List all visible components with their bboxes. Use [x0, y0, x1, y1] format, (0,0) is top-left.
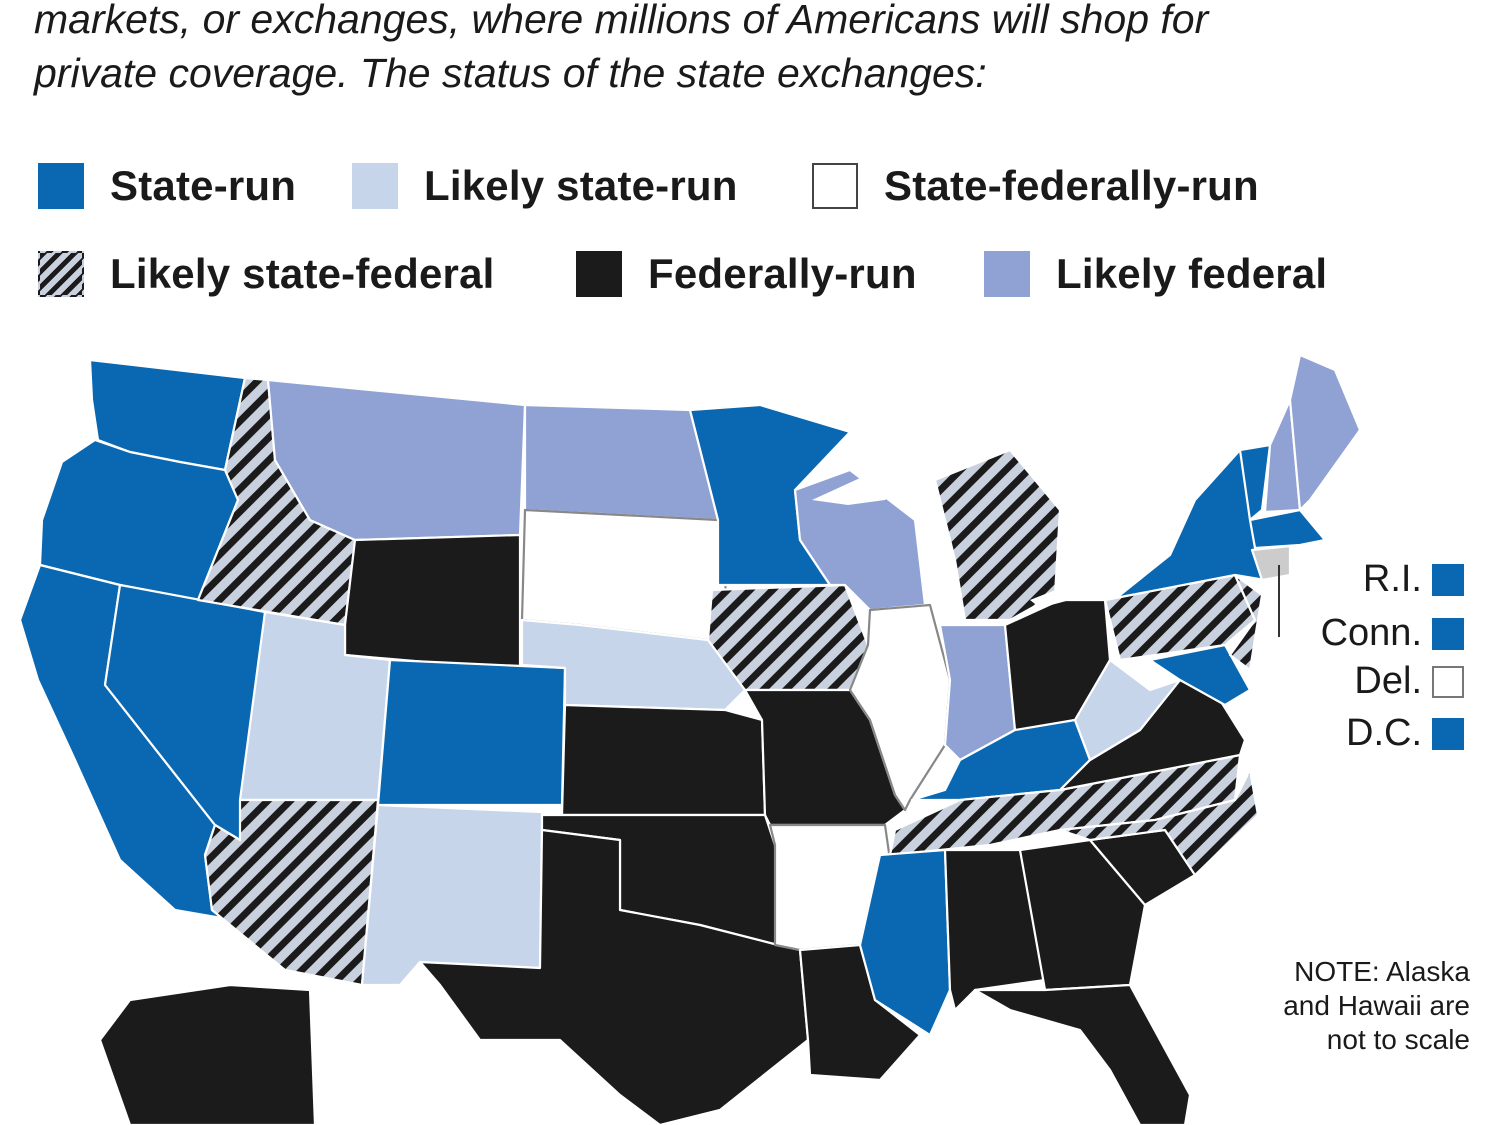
small-state-conn-label: Conn. — [1320, 612, 1422, 654]
small-state-ri-swatch — [1432, 563, 1464, 596]
intro-line-1: markets, or exchanges, where millions of… — [34, 0, 1209, 42]
state-nc — [1058, 768, 1260, 877]
legend-swatch-state-run — [38, 163, 84, 209]
legend-item-likely-federal: Likely federal — [984, 248, 1327, 300]
small-state-del: Del. — [1354, 660, 1464, 703]
small-state-conn-swatch — [1432, 617, 1464, 650]
state-ga — [1018, 838, 1147, 992]
small-state-del-swatch — [1432, 665, 1464, 698]
state-nm — [360, 803, 544, 987]
legend-swatch-state-federally-run — [812, 163, 858, 209]
legend-item-likely-state-run: Likely state-run — [352, 160, 738, 212]
legend-item-federally-run: Federally-run — [576, 248, 917, 300]
small-state-ri: R.I. — [1363, 558, 1464, 601]
legend-item-state-federally-run: State-federally-run — [812, 160, 1259, 212]
state-il — [848, 603, 952, 812]
state-wy — [343, 533, 522, 672]
small-state-bracket — [1278, 565, 1280, 637]
small-state-ri-label: R.I. — [1362, 558, 1422, 600]
note-line-2: and Hawaii are — [1283, 990, 1470, 1021]
intro-line-2: private coverage. The status of the stat… — [34, 50, 987, 96]
legend-swatch-likely-federal — [984, 251, 1030, 297]
note-line-1: NOTE: Alaska — [1294, 956, 1470, 987]
legend-label-state-federally-run: State-federally-run — [884, 162, 1259, 209]
legend-label-federally-run: Federally-run — [648, 250, 917, 297]
small-state-conn: Conn. — [1321, 612, 1464, 655]
state-ct — [1250, 544, 1292, 582]
state-ks — [560, 703, 767, 817]
great-lakes — [812, 460, 1105, 625]
state-mt — [266, 378, 527, 542]
legend-label-likely-state-run: Likely state-run — [424, 162, 738, 209]
state-co — [376, 658, 567, 807]
legend-swatch-likely-state-federal — [38, 251, 84, 297]
legend-swatch-federally-run — [576, 251, 622, 297]
state-ak — [98, 983, 317, 1125]
state-me — [1288, 353, 1362, 512]
state-mi — [933, 448, 1062, 622]
note-line-3: not to scale — [1326, 1024, 1470, 1055]
legend-item-state-run: State-run — [38, 160, 296, 212]
legend-label-state-run: State-run — [110, 162, 297, 209]
small-state-dc: D.C. — [1346, 712, 1464, 755]
note-text: NOTE: Alaska and Hawaii are not to scale — [1210, 955, 1470, 1057]
state-md — [1148, 643, 1252, 707]
state-fl — [973, 983, 1192, 1125]
small-state-dc-label: D.C. — [1346, 712, 1422, 754]
state-tx — [418, 828, 810, 1125]
us-map — [18, 353, 1362, 1125]
state-sd — [520, 508, 730, 642]
state-ma — [1248, 508, 1327, 550]
small-state-del-label: Del. — [1354, 660, 1422, 702]
legend-item-likely-state-federal: Likely state-federal — [38, 248, 495, 300]
legend-swatch-likely-state-run — [352, 163, 398, 209]
legend-label-likely-state-federal: Likely state-federal — [110, 250, 495, 297]
state-nd — [523, 403, 720, 522]
state-ny — [1103, 448, 1267, 602]
state-nj — [1228, 573, 1264, 672]
state-ia — [706, 583, 870, 692]
state-vt — [1238, 443, 1272, 522]
intro-text: markets, or exchanges, where millions of… — [34, 0, 1474, 100]
legend-label-likely-federal: Likely federal — [1056, 250, 1328, 297]
small-state-dc-swatch — [1432, 717, 1464, 750]
